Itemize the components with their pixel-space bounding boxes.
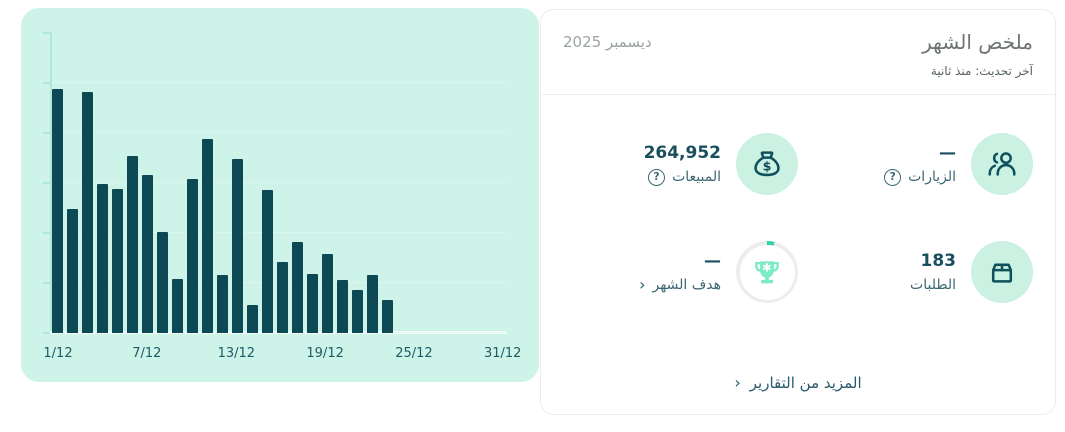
bar <box>202 139 213 333</box>
bar <box>112 189 123 333</box>
x-tick-label: 1/12 <box>43 346 73 361</box>
bar <box>382 300 393 333</box>
bar <box>367 275 378 333</box>
card-title: ملخص الشهر <box>922 30 1033 54</box>
bar <box>217 275 228 333</box>
sales-value: 264,952 <box>643 142 721 163</box>
bar <box>352 290 363 333</box>
sales-label: المبيعات <box>672 169 721 185</box>
bar <box>277 262 288 333</box>
bar <box>82 92 93 333</box>
bar <box>67 209 78 333</box>
bar <box>247 305 258 333</box>
period-label: ديسمبر 2025 <box>563 33 652 51</box>
svg-text:✱: ✱ <box>762 260 772 274</box>
bar <box>307 274 318 333</box>
y-tick <box>43 282 50 284</box>
trophy-icon: ✱ <box>739 244 795 300</box>
month-goal-link[interactable]: هدف الشهر ‹ <box>639 275 721 294</box>
x-axis-labels: 1/12 7/12 13/12 19/12 25/12 31/12 <box>40 346 522 361</box>
bar <box>97 184 108 333</box>
y-tick <box>43 182 50 184</box>
more-reports-label: المزيد من التقارير <box>749 374 862 392</box>
x-tick-label: 25/12 <box>395 346 433 361</box>
bar <box>52 89 63 333</box>
y-axis <box>50 32 52 332</box>
money-bag-icon: $ <box>736 133 798 195</box>
y-tick <box>43 232 50 234</box>
visits-value: — <box>939 142 956 163</box>
chevron-left-icon: ‹ <box>639 275 646 294</box>
stat-orders: 183 الطلبات <box>798 241 1033 303</box>
y-tick <box>43 332 50 334</box>
bar <box>157 232 168 333</box>
goal-progress-ring: ✱ <box>736 241 798 303</box>
bar <box>142 175 153 333</box>
more-reports-link[interactable]: المزيد من التقارير ‹ <box>734 374 861 414</box>
gridline <box>52 132 507 133</box>
bar <box>322 254 333 333</box>
goal-value: — <box>704 251 721 271</box>
gridline <box>52 82 507 83</box>
bar <box>262 190 273 333</box>
gridline <box>52 182 507 183</box>
bar <box>127 156 138 333</box>
y-tick <box>43 82 50 84</box>
x-tick-label: 13/12 <box>217 346 256 361</box>
gridline <box>52 232 507 233</box>
bar <box>187 179 198 333</box>
card-header: ملخص الشهر آخر تحديث: منذ ثانية ديسمبر 2… <box>541 10 1055 95</box>
y-tick <box>43 32 50 34</box>
svg-text:$: $ <box>763 159 772 174</box>
orders-value: 183 <box>920 251 957 271</box>
orders-label: الطلبات <box>910 277 956 293</box>
goal-label: هدف الشهر <box>652 277 721 293</box>
x-tick-label: 19/12 <box>306 346 344 361</box>
stat-goal-text: — هدف الشهر ‹ <box>639 251 721 293</box>
y-tick <box>43 132 50 134</box>
stat-sales: $ 264,952 المبيعات ? <box>563 133 798 195</box>
visits-help-icon[interactable]: ? <box>884 168 902 186</box>
stat-visits: — الزيارات ? <box>798 133 1033 195</box>
header-titles: ملخص الشهر آخر تحديث: منذ ثانية <box>922 30 1033 78</box>
bar <box>232 159 243 333</box>
bar <box>172 279 183 333</box>
box-icon <box>971 241 1033 303</box>
users-icon <box>971 133 1033 195</box>
stat-visits-text: — الزيارات ? <box>884 143 956 186</box>
stat-orders-text: 183 الطلبات <box>910 251 956 293</box>
bars <box>52 73 393 333</box>
bar <box>292 242 303 333</box>
x-tick-label: 31/12 <box>483 346 522 361</box>
bar <box>337 280 348 333</box>
x-tick-label: 7/12 <box>132 346 162 361</box>
last-updated: آخر تحديث: منذ ثانية <box>930 64 1033 78</box>
stats-grid: — الزيارات ? $ 264,952 <box>541 95 1055 303</box>
chevron-left-icon: ‹ <box>734 373 741 392</box>
monthly-sales-chart: 1/12 7/12 13/12 19/12 25/12 31/12 <box>21 8 539 382</box>
visits-label: الزيارات <box>908 169 956 185</box>
stat-month-goal: ✱ — هدف الشهر ‹ <box>563 241 798 303</box>
month-summary-card: ملخص الشهر آخر تحديث: منذ ثانية ديسمبر 2… <box>540 9 1056 415</box>
stat-sales-text: 264,952 المبيعات ? <box>644 143 721 186</box>
sales-help-icon[interactable]: ? <box>648 168 666 186</box>
